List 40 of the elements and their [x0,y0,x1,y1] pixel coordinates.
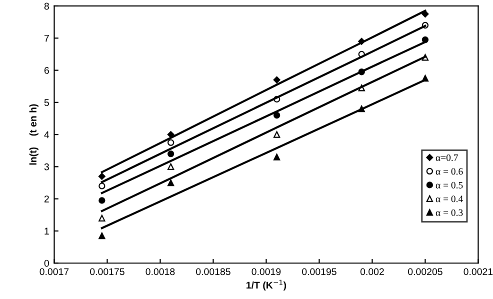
y-tick-label: 5 [44,99,49,106]
y-axis-title: ln(t) (t en h) [29,104,38,165]
x-tick-label: 0.0018 [146,268,175,276]
point [273,112,280,119]
point [98,197,106,204]
x-tick-label: 0.0019 [252,268,281,276]
y-tick-label: 7 [44,34,49,42]
point [167,150,174,158]
y-tick-label: 8 [44,2,49,10]
x-tick-label: 0.002 [360,268,384,276]
point [422,10,429,18]
point [273,76,280,84]
x-tick-label: 0.0021 [464,268,493,276]
y-tick-label: 1 [44,228,49,234]
y-tick-label: 0 [44,260,49,267]
x-axis-title: 1/T (K$^{−1}$) [246,280,286,291]
point [98,232,106,240]
legend-label: α = 0.4 [436,196,463,202]
point [167,139,174,146]
point [167,163,174,170]
y-tick-label: 3 [44,163,49,170]
legend-label: α=0.7 [436,154,458,162]
y-tick-label: 2 [44,196,49,202]
point [98,182,106,190]
point [98,172,106,180]
legend-label: α = 0.3 [436,209,463,216]
legend-label: α = 0.5 [436,182,463,188]
x-tick-label: 0.00175 [90,268,124,276]
point [273,131,280,138]
x-tick-label: 0.00205 [408,268,442,276]
x-tick-label: 0.0017 [40,268,69,276]
x-tick-label: 0.00195 [302,268,336,276]
y-tick-label: 4 [44,131,50,138]
legend-label: α = 0.6 [436,168,463,175]
point [167,179,174,186]
point [98,214,106,222]
point [167,131,174,138]
y-tick-label: 6 [44,67,49,74]
x-tick-label: 0.00185 [196,268,230,276]
point [273,154,280,160]
